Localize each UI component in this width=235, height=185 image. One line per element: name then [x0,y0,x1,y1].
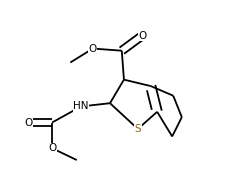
Text: S: S [135,124,141,134]
Text: O: O [138,31,146,41]
Text: HN: HN [73,101,89,111]
Text: O: O [89,43,97,53]
Text: O: O [48,143,56,153]
Text: O: O [24,117,33,127]
